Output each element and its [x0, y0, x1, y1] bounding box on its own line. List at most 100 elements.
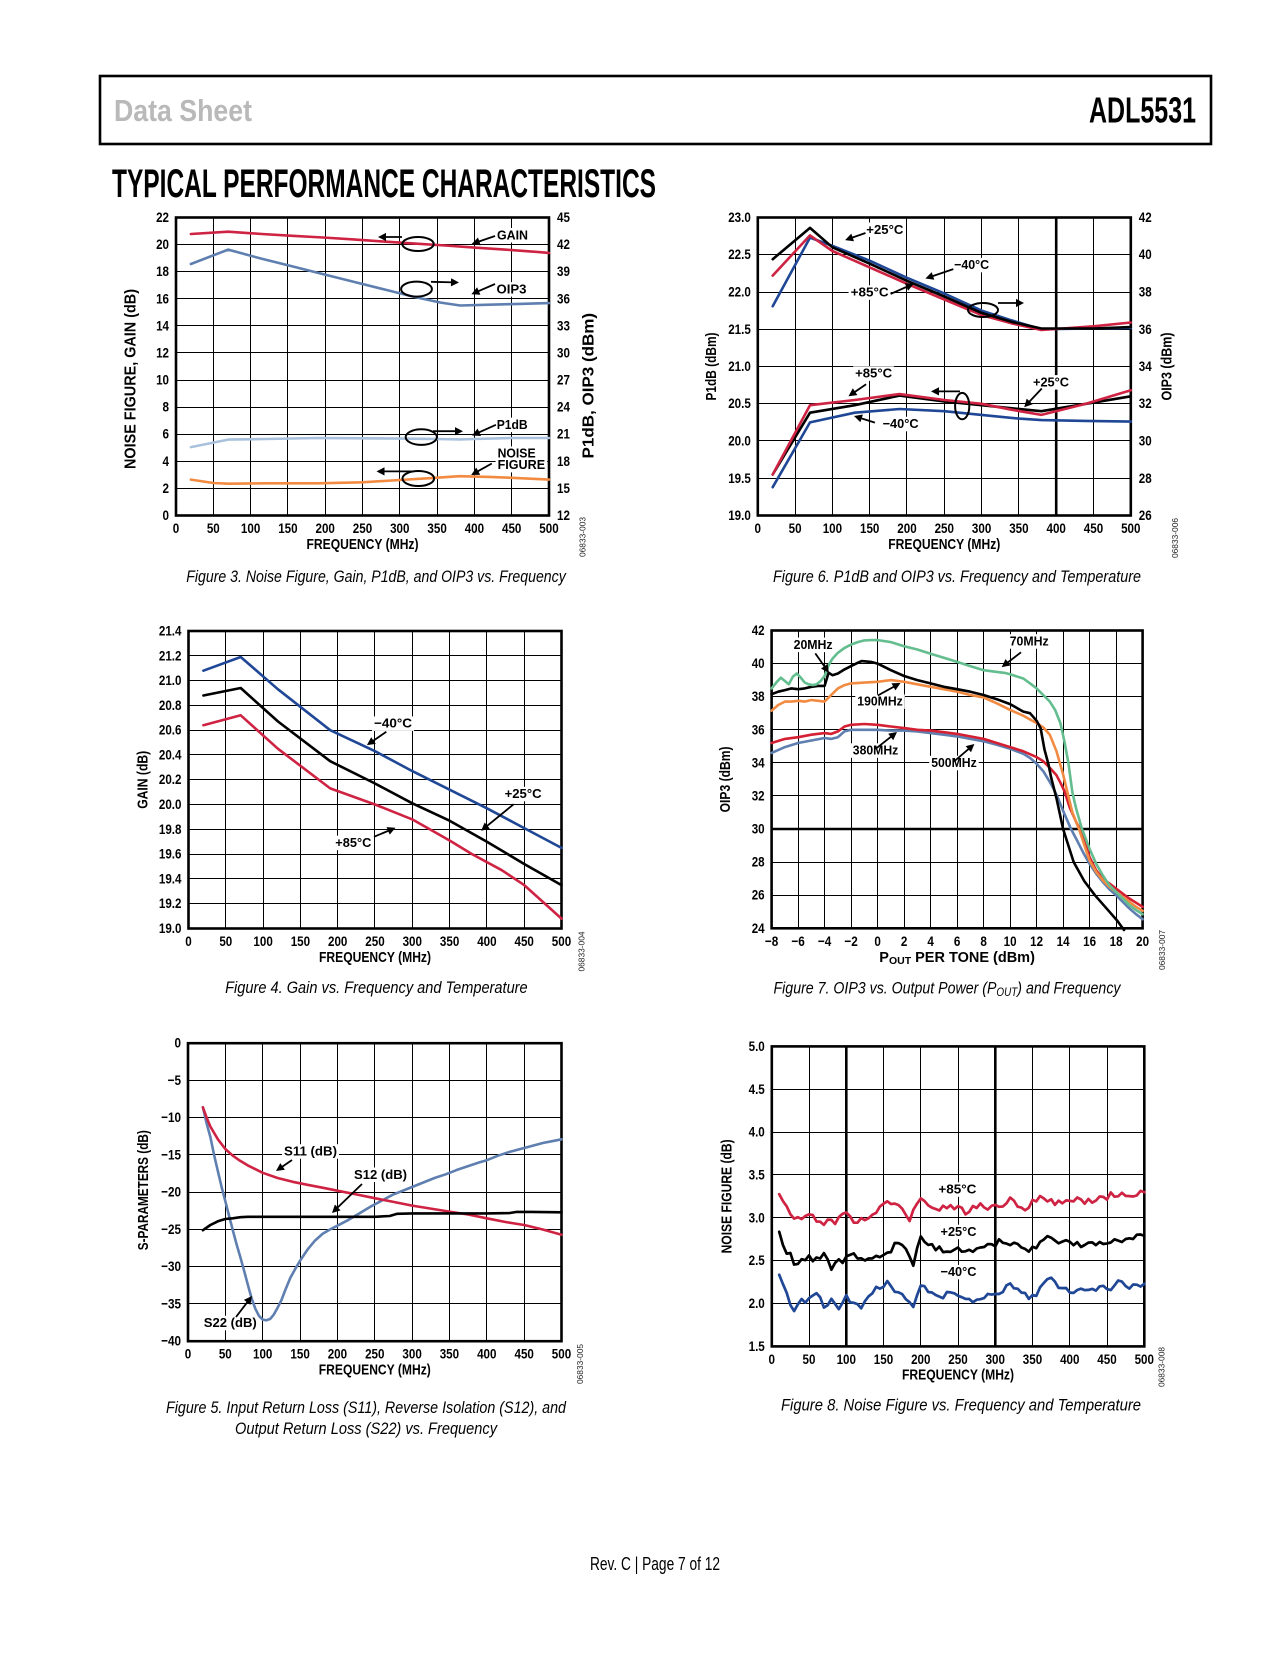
- svg-text:21: 21: [557, 426, 570, 442]
- svg-text:P1dB (dBm): P1dB (dBm): [704, 332, 720, 400]
- svg-text:FREQUENCY (MHz): FREQUENCY (MHz): [888, 536, 1000, 553]
- svg-text:OIP3 (dBm): OIP3 (dBm): [1160, 332, 1176, 400]
- svg-text:24: 24: [752, 920, 765, 936]
- svg-text:24: 24: [557, 399, 570, 415]
- svg-text:200: 200: [897, 520, 917, 536]
- svg-text:21.4: 21.4: [159, 623, 182, 639]
- svg-text:12: 12: [1030, 933, 1043, 949]
- svg-text:S12 (dB): S12 (dB): [354, 1167, 407, 1182]
- svg-text:21.0: 21.0: [728, 358, 751, 374]
- svg-text:+25°C: +25°C: [505, 786, 542, 801]
- svg-text:Figure 5. Input Return Loss (S: Figure 5. Input Return Loss (S11), Rever…: [166, 1399, 567, 1417]
- svg-text:100: 100: [823, 520, 843, 536]
- svg-text:20.0: 20.0: [159, 796, 182, 812]
- svg-text:32: 32: [1139, 395, 1152, 411]
- svg-text:500MHz: 500MHz: [931, 755, 977, 770]
- svg-text:−2: −2: [844, 933, 858, 949]
- svg-text:+25°C: +25°C: [941, 1224, 977, 1239]
- svg-text:+85°C: +85°C: [851, 285, 889, 300]
- svg-text:250: 250: [353, 520, 373, 536]
- svg-text:FREQUENCY (MHz): FREQUENCY (MHz): [319, 949, 431, 966]
- svg-text:20.5: 20.5: [728, 395, 751, 411]
- svg-text:28: 28: [752, 854, 765, 870]
- svg-text:+25°C: +25°C: [1033, 374, 1069, 389]
- svg-text:20.8: 20.8: [159, 697, 182, 713]
- svg-text:450: 450: [515, 933, 535, 949]
- svg-text:42: 42: [557, 236, 570, 252]
- svg-text:350: 350: [1009, 520, 1029, 536]
- svg-text:200: 200: [328, 933, 348, 949]
- svg-text:19.5: 19.5: [728, 470, 751, 486]
- svg-text:400: 400: [1047, 520, 1067, 536]
- svg-text:250: 250: [935, 520, 955, 536]
- svg-text:06833-006: 06833-006: [1170, 518, 1180, 558]
- svg-text:350: 350: [1023, 1351, 1043, 1367]
- svg-text:NOISE FIGURE (dB): NOISE FIGURE (dB): [720, 1139, 736, 1253]
- svg-text:30: 30: [557, 345, 570, 361]
- svg-text:18: 18: [156, 263, 169, 279]
- svg-text:380MHz: 380MHz: [853, 743, 899, 758]
- svg-text:42: 42: [752, 622, 765, 638]
- svg-text:300: 300: [986, 1351, 1006, 1367]
- svg-text:36: 36: [557, 290, 570, 306]
- svg-text:20MHz: 20MHz: [794, 637, 833, 652]
- svg-text:50: 50: [789, 520, 802, 536]
- svg-text:4.5: 4.5: [749, 1081, 765, 1097]
- svg-text:50: 50: [219, 933, 232, 949]
- svg-text:06833-007: 06833-007: [1157, 930, 1167, 970]
- svg-text:P1dB: P1dB: [497, 417, 528, 432]
- svg-text:19.4: 19.4: [159, 870, 182, 886]
- svg-text:NOISE FIGURE, GAIN (dB): NOISE FIGURE, GAIN (dB): [123, 289, 140, 469]
- svg-text:10: 10: [156, 372, 169, 388]
- svg-text:350: 350: [440, 933, 460, 949]
- svg-text:FREQUENCY (MHz): FREQUENCY (MHz): [307, 536, 419, 553]
- svg-text:6: 6: [954, 933, 961, 949]
- svg-text:16: 16: [1083, 933, 1096, 949]
- svg-text:500: 500: [1135, 1351, 1155, 1367]
- svg-text:400: 400: [477, 933, 497, 949]
- svg-text:150: 150: [874, 1351, 894, 1367]
- svg-text:−20: −20: [161, 1184, 181, 1200]
- svg-text:Figure 8. Noise Figure vs. Fre: Figure 8. Noise Figure vs. Frequency and…: [781, 1397, 1141, 1415]
- svg-text:19.0: 19.0: [159, 920, 182, 936]
- svg-text:250: 250: [948, 1351, 968, 1367]
- svg-text:−15: −15: [161, 1147, 181, 1163]
- svg-text:19.8: 19.8: [159, 821, 182, 837]
- svg-text:45: 45: [557, 209, 570, 225]
- svg-text:300: 300: [390, 520, 410, 536]
- svg-text:NOISE: NOISE: [498, 446, 536, 461]
- svg-text:10: 10: [1004, 933, 1017, 949]
- svg-text:21.5: 21.5: [728, 321, 751, 337]
- svg-text:19.0: 19.0: [728, 507, 751, 523]
- svg-text:−35: −35: [161, 1296, 181, 1312]
- svg-text:0: 0: [163, 507, 170, 523]
- svg-text:−40°C: −40°C: [954, 257, 989, 272]
- svg-text:8: 8: [980, 933, 987, 949]
- svg-text:Rev. C | Page 7 of 12: Rev. C | Page 7 of 12: [590, 1553, 720, 1574]
- svg-text:400: 400: [1060, 1351, 1080, 1367]
- svg-text:2.5: 2.5: [749, 1252, 765, 1268]
- svg-text:38: 38: [1139, 284, 1152, 300]
- svg-text:40: 40: [752, 655, 765, 671]
- svg-text:15: 15: [557, 480, 570, 496]
- svg-text:450: 450: [515, 1346, 535, 1362]
- svg-text:5.0: 5.0: [749, 1038, 765, 1054]
- svg-text:−6: −6: [791, 933, 805, 949]
- svg-text:Figure 3. Noise Figure, Gain,: Figure 3. Noise Figure, Gain, P1dB, and …: [186, 568, 567, 586]
- svg-text:−40°C: −40°C: [941, 1264, 977, 1279]
- svg-text:S22 (dB): S22 (dB): [204, 1315, 257, 1330]
- svg-text:06833-003: 06833-003: [578, 517, 588, 557]
- svg-text:36: 36: [752, 721, 765, 737]
- svg-text:−40: −40: [161, 1333, 181, 1349]
- svg-text:400: 400: [477, 1346, 497, 1362]
- svg-text:OIP3: OIP3: [497, 281, 527, 296]
- svg-text:34: 34: [752, 754, 765, 770]
- svg-text:+25°C: +25°C: [866, 222, 903, 237]
- svg-text:150: 150: [278, 520, 298, 536]
- svg-text:Data Sheet: Data Sheet: [114, 93, 252, 128]
- svg-text:P1dB, OIP3 (dBm): P1dB, OIP3 (dBm): [581, 313, 598, 459]
- svg-text:70MHz: 70MHz: [1010, 634, 1049, 649]
- svg-text:TYPICAL PERFORMANCE CHARACTERI: TYPICAL PERFORMANCE CHARACTERISTICS: [112, 162, 656, 206]
- svg-text:+85°C: +85°C: [335, 835, 371, 850]
- svg-text:42: 42: [1139, 209, 1152, 225]
